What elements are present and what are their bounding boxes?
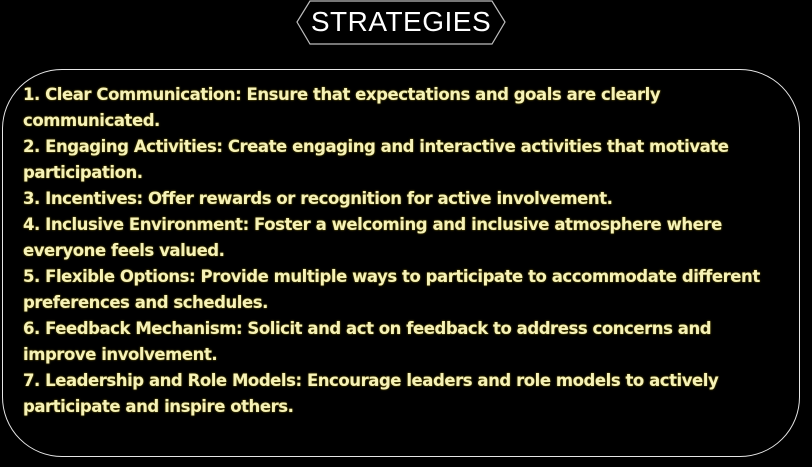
strategy-item-2: 2. Engaging Activities: Create engaging …: [23, 137, 729, 182]
strategy-item-6: 6. Feedback Mechanism: Solicit and act o…: [23, 319, 712, 364]
title-banner: STRATEGIES: [296, 0, 506, 46]
strategy-item-1: 1. Clear Communication: Ensure that expe…: [23, 85, 661, 130]
strategy-item-3: 3. Incentives: Offer rewards or recognit…: [23, 189, 613, 208]
strategies-list: 1. Clear Communication: Ensure that expe…: [23, 82, 783, 420]
strategy-item-5: 5. Flexible Options: Provide multiple wa…: [23, 267, 760, 312]
page-title: STRATEGIES: [310, 6, 492, 37]
strategy-item-4: 4. Inclusive Environment: Foster a welco…: [23, 215, 722, 260]
strategy-item-7: 7. Leadership and Role Models: Encourage…: [23, 371, 719, 416]
strategies-panel: [2, 69, 800, 457]
hexagon-shape: [296, 0, 506, 45]
